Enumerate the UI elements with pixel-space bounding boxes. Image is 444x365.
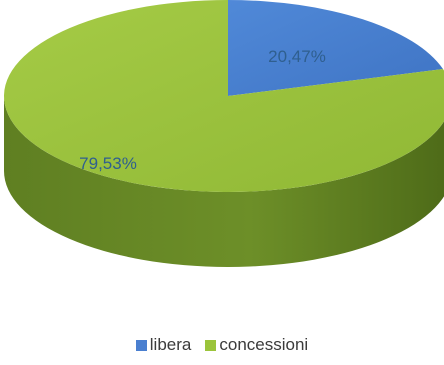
legend-swatch-concessioni — [205, 339, 217, 351]
data-label-libera: 20,47% — [268, 47, 326, 66]
legend: libera concessioni — [0, 335, 444, 355]
legend-label-concessioni: concessioni — [219, 335, 309, 354]
legend-item-libera: libera — [135, 335, 192, 355]
pie-side — [4, 96, 444, 267]
pie-side-concessioni — [4, 96, 444, 267]
data-label-concessioni: 79,53% — [79, 154, 137, 173]
pie-slice-concessioni — [4, 0, 444, 192]
pie-labels: 20,47% 79,53% — [79, 47, 326, 173]
legend-item-concessioni: concessioni — [205, 335, 308, 355]
pie-slice-libera — [228, 0, 443, 96]
legend-swatch-libera — [135, 339, 147, 351]
legend-label-libera: libera — [149, 335, 192, 354]
pie-top — [4, 0, 444, 192]
